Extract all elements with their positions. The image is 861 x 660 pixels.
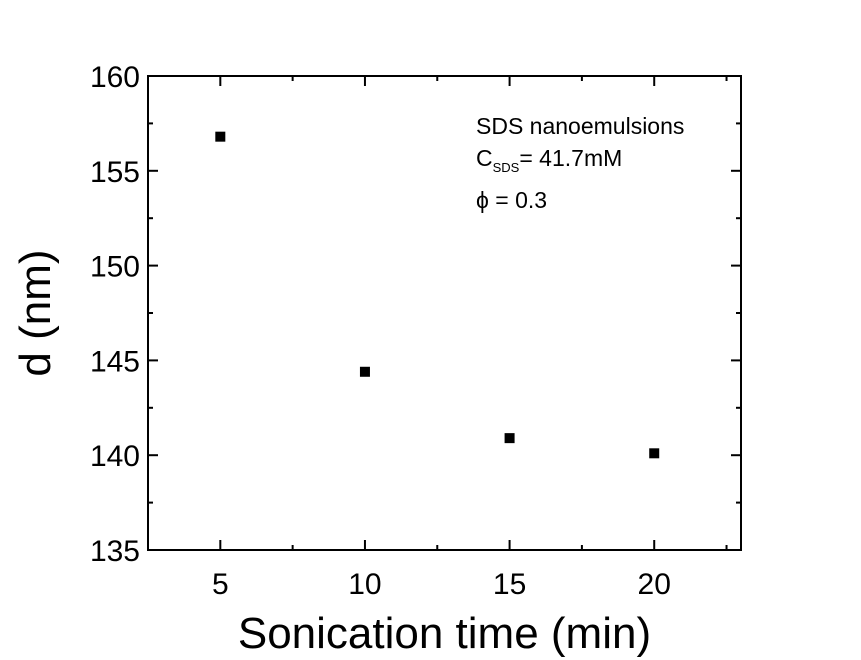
annotation-volume-fraction: ϕ = 0.3 <box>476 187 547 213</box>
axis-ticks <box>147 75 741 551</box>
y-axis-title: d (nm) <box>11 249 60 376</box>
annotation-phi-symbol: ϕ <box>476 187 489 213</box>
data-point <box>504 433 515 444</box>
x-tick-label: 15 <box>493 568 526 601</box>
y-tick-label: 155 <box>90 156 140 189</box>
annotation-concentration-symbol: C <box>476 145 493 171</box>
y-tick-label: 160 <box>90 61 140 94</box>
data-point <box>215 131 226 142</box>
annotation-concentration-subscript: SDS <box>493 160 520 175</box>
annotation-phi-value: = 0.3 <box>489 187 547 213</box>
plot-frame <box>147 75 742 551</box>
tick-labels: 5 10 15 20 135 140 145 150 155 160 <box>90 61 671 601</box>
annotation-concentration: CSDS= 41.7mM <box>476 145 622 175</box>
x-tick-label: 5 <box>212 568 229 601</box>
data-point <box>359 366 370 377</box>
annotation-title: SDS nanoemulsions <box>476 113 684 139</box>
data-points <box>215 131 660 459</box>
y-tick-label: 145 <box>90 345 140 378</box>
y-tick-label: 135 <box>90 535 140 568</box>
y-tick-label: 150 <box>90 251 140 284</box>
data-point <box>649 448 660 459</box>
x-tick-label: 20 <box>638 568 671 601</box>
annotation-concentration-value: = 41.7mM <box>519 145 622 171</box>
x-axis-title: Sonication time (min) <box>238 609 651 658</box>
y-tick-label: 140 <box>90 440 140 473</box>
x-tick-label: 10 <box>348 568 381 601</box>
